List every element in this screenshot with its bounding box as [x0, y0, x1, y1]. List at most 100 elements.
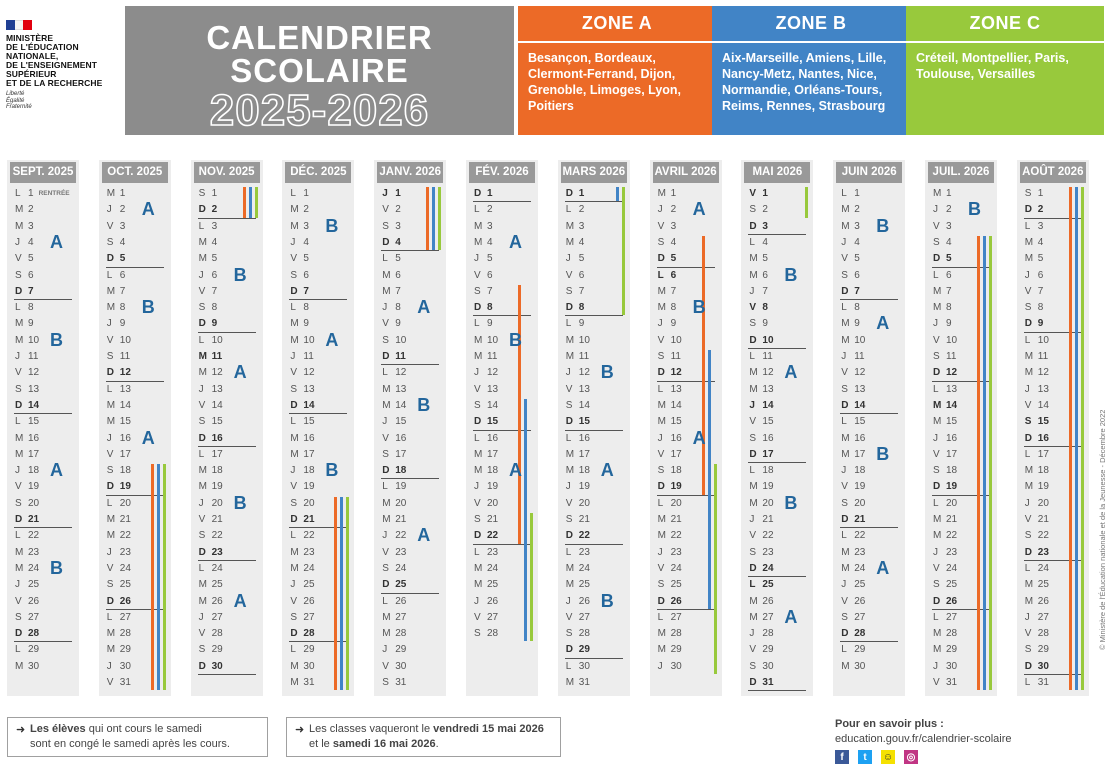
weekday-letter: M	[657, 514, 666, 525]
weekday-letter: M	[841, 562, 850, 574]
week-separator	[105, 494, 164, 496]
ministry-line: SUPÉRIEUR	[6, 69, 57, 79]
day-number: 27	[119, 611, 131, 623]
day-row: V 12	[15, 365, 39, 381]
holiday-bar-zone-a	[701, 235, 705, 495]
motto-line: Égalité	[6, 97, 25, 104]
day-number: 22	[854, 530, 866, 542]
weekday-letter: S	[1024, 416, 1032, 428]
weekday-letter: M	[474, 448, 483, 460]
week-separator	[564, 657, 623, 659]
day-row: D 14	[15, 398, 39, 414]
day-row: M 24	[474, 561, 498, 577]
week-separator	[1023, 445, 1082, 447]
week-separator	[197, 217, 256, 219]
day-number: 18	[119, 465, 131, 477]
day-number: 2	[1037, 204, 1044, 216]
rentree-label: RENTRÉE	[38, 190, 70, 197]
day-number: 7	[28, 285, 34, 297]
day-number: 30	[1037, 660, 1049, 672]
weekday-letter: V	[290, 253, 298, 265]
weekday-letter: S	[749, 546, 757, 558]
week-letter: B	[784, 264, 798, 285]
weekday-letter: J	[933, 204, 938, 216]
day-row: M 24	[841, 561, 865, 577]
day-row: V 24	[933, 561, 957, 577]
weekday-letter: M	[15, 334, 24, 346]
holiday-bar-zone-a	[426, 187, 430, 251]
day-number: 1	[487, 188, 493, 199]
day-number: 23	[578, 546, 590, 558]
day-number: 16	[578, 432, 590, 444]
day-number: 3	[854, 220, 860, 232]
day-number: 30	[578, 660, 590, 672]
day-number: 25	[670, 579, 682, 591]
weekday-letter: M	[474, 334, 483, 346]
weekday-letter: M	[565, 677, 575, 688]
weekday-letter: L	[198, 334, 205, 346]
day-number: 10	[670, 334, 682, 346]
weekday-letter: L	[106, 611, 113, 623]
day-row: S 18	[658, 463, 682, 479]
week-letter: A	[692, 427, 706, 448]
day-row: L 11	[749, 349, 772, 365]
day-row: V 13	[566, 382, 590, 398]
day-row: M 15	[658, 414, 682, 430]
day-number: 23	[28, 546, 40, 558]
weekday-letter: V	[382, 660, 389, 672]
weekday-letter: D	[198, 204, 206, 216]
day-row: V 21	[199, 512, 223, 528]
day-number: 5	[578, 253, 585, 265]
day-row: S 17	[382, 447, 406, 463]
day-row: J 30	[107, 659, 131, 675]
day-number: 26	[487, 595, 499, 607]
holiday-bar-zone-c	[438, 187, 442, 251]
day-number: 19	[762, 481, 774, 493]
day-number: 23	[854, 546, 866, 558]
instagram-icon[interactable]: ◎	[904, 750, 918, 764]
weekday-letter: L	[933, 269, 939, 281]
day-row: D 21	[841, 512, 865, 528]
day-row: M 10	[290, 333, 314, 349]
day-number: 26	[762, 595, 774, 607]
day-number: 22	[946, 530, 958, 542]
day-number: 19	[487, 481, 499, 493]
month-column: AOÛT 2026 S 1 D 2 L 3 M 4 M 5 J 6 V 7 S 8 D 9 L 10 M 11 M 12 J 13 V…	[1016, 160, 1089, 696]
week-separator	[656, 494, 715, 496]
weekday-letter: D	[474, 302, 482, 314]
day-number: 3	[487, 220, 493, 232]
day-number: 26	[1037, 595, 1049, 607]
day-number: 13	[395, 383, 407, 395]
week-letter: B	[600, 362, 614, 383]
day-number: 8	[211, 302, 218, 314]
day-number: 21	[487, 514, 499, 525]
weekday-letter: L	[565, 432, 572, 444]
facebook-icon[interactable]: f	[835, 750, 849, 764]
day-number: 8	[946, 302, 952, 314]
day-row: J 19	[566, 479, 590, 495]
day-number: 1	[762, 188, 768, 199]
snapchat-icon[interactable]: ☺	[881, 750, 895, 764]
weekday-letter: M	[749, 269, 758, 281]
more-info-link[interactable]: education.gouv.fr/calendrier-scolaire	[835, 733, 1012, 745]
weekday-letter: V	[565, 611, 573, 623]
twitter-icon[interactable]: t	[858, 750, 872, 764]
weekday-letter: V	[474, 269, 481, 281]
day-number: 26	[670, 595, 682, 607]
weekday-letter: M	[841, 334, 850, 346]
day-number: 16	[946, 432, 958, 444]
day-row: M 25	[566, 577, 590, 593]
weekday-letter: S	[1024, 530, 1032, 542]
day-number: 2	[578, 204, 585, 216]
weekday-letter: M	[198, 351, 207, 362]
day-number: 3	[1037, 220, 1044, 232]
